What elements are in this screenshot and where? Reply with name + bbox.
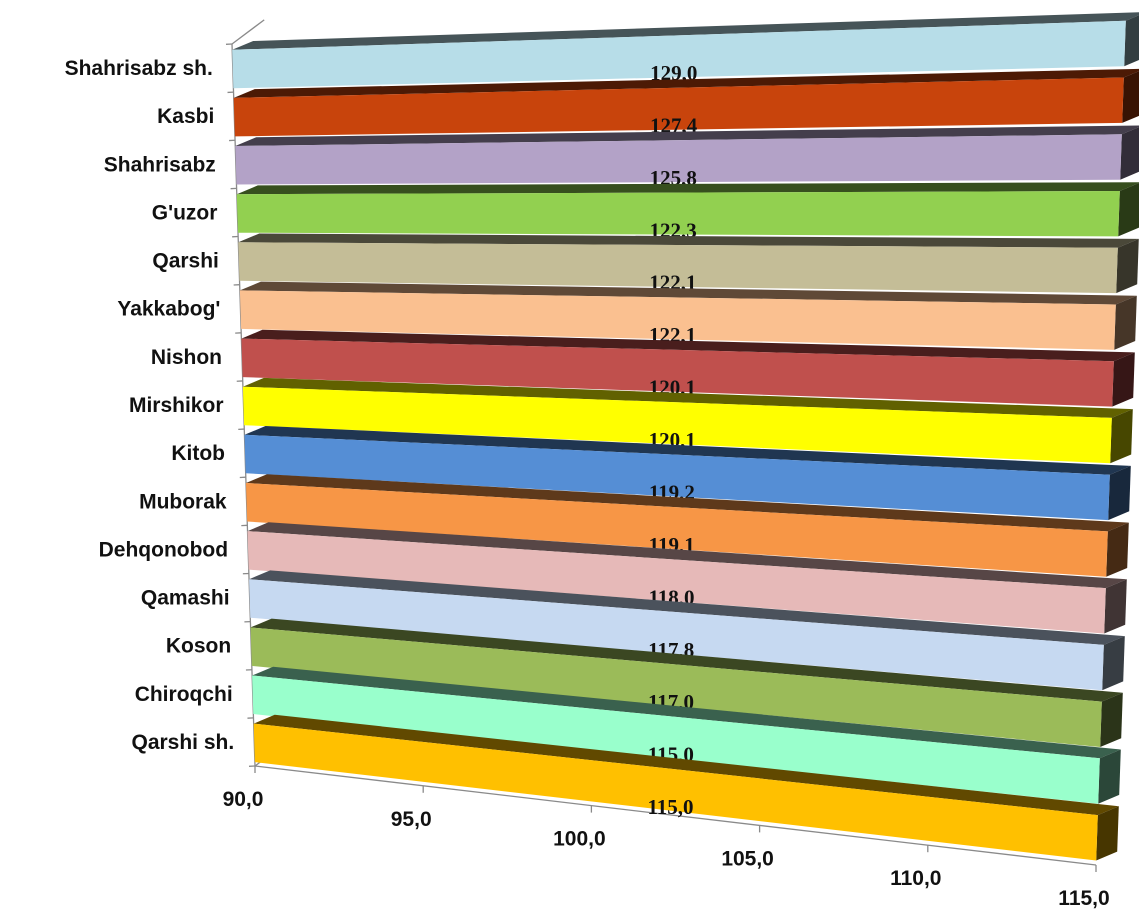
bar-top-face — [238, 233, 1139, 248]
bar-top-face — [247, 522, 1127, 589]
bar-side-face — [1106, 522, 1129, 577]
bar-side-face — [1112, 352, 1135, 407]
bar-top-face — [239, 281, 1137, 305]
bar-side-face — [1110, 409, 1133, 464]
bar-12 — [249, 570, 1125, 691]
bar-front-face — [242, 386, 1112, 464]
bar-front-face — [239, 290, 1116, 350]
bar-top-face — [235, 125, 1139, 146]
category-label: G'uzor — [152, 202, 218, 225]
bar-side-face — [1124, 15, 1139, 67]
category-label: Mirshikor — [129, 394, 224, 417]
bar-front-face — [244, 434, 1110, 521]
bar-5 — [238, 233, 1139, 294]
bar-front-face — [252, 675, 1100, 804]
bar-side-face — [1104, 579, 1127, 634]
bar-side-face — [1120, 127, 1139, 180]
bar-side-face — [1116, 238, 1139, 294]
bar-front-face — [235, 134, 1122, 185]
bar-7 — [241, 329, 1135, 407]
bar-13 — [250, 618, 1123, 747]
bar-side-face — [1100, 692, 1123, 747]
bar-front-face — [236, 191, 1120, 237]
category-label: Qarshi sh. — [131, 731, 234, 754]
bar-front-face — [250, 627, 1102, 747]
category-label: Chiroqchi — [135, 683, 233, 706]
bar-4 — [236, 182, 1139, 237]
category-label: Kitob — [171, 442, 225, 465]
x-tick-label: 100,0 — [553, 828, 606, 851]
bar-top-face — [250, 618, 1123, 702]
category-label: Shahrisabz sh. — [65, 57, 213, 80]
bar-top-face — [233, 68, 1139, 98]
bar-top-face — [232, 12, 1139, 50]
category-label: Koson — [166, 635, 231, 658]
bar-side-face — [1108, 465, 1131, 521]
category-label: Kasbi — [157, 105, 214, 128]
bar-11 — [247, 522, 1127, 634]
bar-top-face — [242, 377, 1133, 418]
bar-9 — [244, 426, 1131, 521]
bar-3 — [235, 125, 1139, 185]
bar-front-face — [247, 531, 1106, 634]
x-tick-label: 115,0 — [1058, 887, 1109, 910]
bar-front-face — [232, 20, 1126, 89]
x-tick-label: 90,0 — [223, 788, 264, 811]
bar-front-face — [233, 77, 1124, 137]
category-label: Shahrisabz — [104, 153, 216, 176]
chart-axes — [225, 19, 1097, 872]
x-tick-label: 95,0 — [391, 808, 432, 831]
bar-side-face — [1114, 295, 1137, 350]
bar-front-face — [241, 338, 1114, 407]
bar-10 — [246, 474, 1129, 577]
bar-6 — [239, 281, 1137, 350]
bar-side-face — [1096, 806, 1119, 861]
category-label: Dehqonobod — [99, 538, 228, 561]
bar-side-face — [1098, 749, 1121, 804]
category-label: Nishon — [151, 346, 222, 369]
category-label: Qarshi — [152, 250, 219, 273]
y-axis-depth-edge — [231, 19, 265, 45]
bar-2 — [233, 68, 1139, 137]
x-tick-label: 110,0 — [890, 867, 941, 890]
bar-1 — [232, 12, 1139, 89]
bar-top-face — [253, 714, 1119, 816]
category-label: Muborak — [139, 490, 227, 513]
category-labels: Shahrisabz sh. Kasbi Shahrisabz G'uzor Qarsh… — [65, 57, 235, 754]
bar-8 — [242, 377, 1133, 464]
bar-15 — [253, 714, 1119, 861]
category-label: Qamashi — [141, 587, 230, 610]
bar-front-face — [246, 483, 1108, 577]
chart-bars: 129,0127,4125,8122,3122,1122,1120,1120,1… — [232, 12, 1139, 861]
bar-side-face — [1118, 182, 1139, 237]
bar-value-label: 115,0 — [647, 795, 693, 819]
bar-front-face — [253, 723, 1098, 861]
bar-top-face — [241, 329, 1135, 362]
bar-14 — [252, 666, 1121, 804]
x-tick-label: 105,0 — [721, 847, 774, 870]
bar-top-face — [252, 666, 1121, 759]
x-tick-labels: 90,0 95,0 100,0 105,0 110,0 115,0 — [223, 788, 1110, 910]
bar-side-face — [1122, 71, 1139, 123]
category-label: Yakkabog' — [117, 298, 220, 321]
bar-top-face — [246, 474, 1129, 532]
bar-top-face — [244, 426, 1131, 475]
x-axis-line — [254, 765, 1097, 866]
bar-front-face — [249, 579, 1104, 691]
bar-side-face — [1102, 636, 1125, 691]
bar-top-face — [236, 182, 1139, 195]
bar-front-face — [238, 242, 1118, 294]
bar-top-face — [249, 570, 1125, 645]
